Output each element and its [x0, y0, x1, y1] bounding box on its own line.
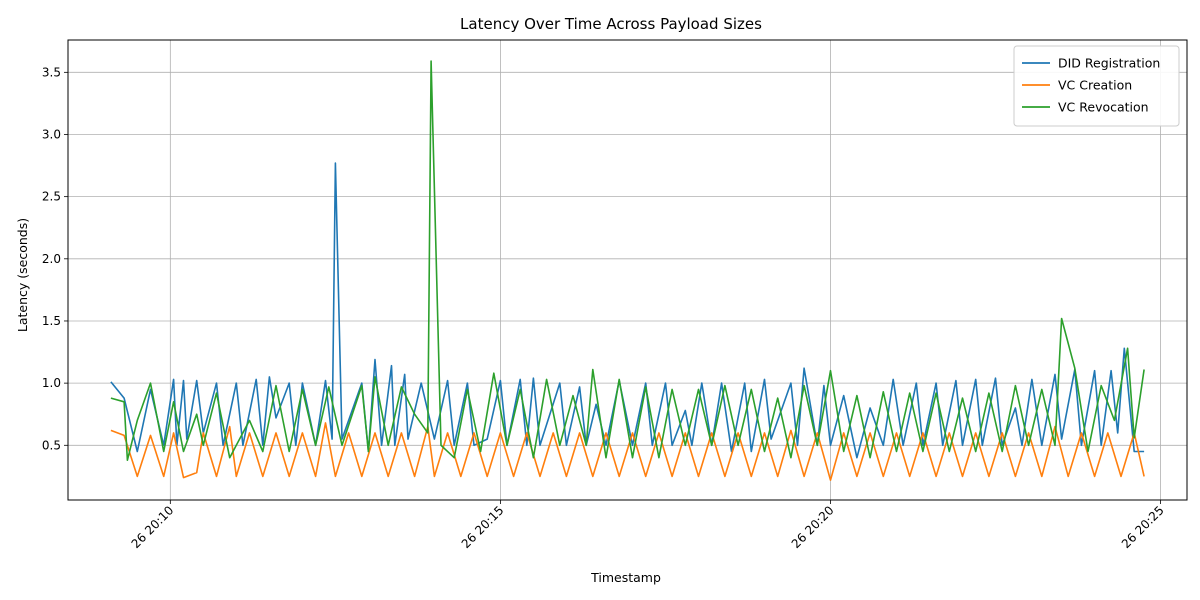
series-line-vc-revocation [110, 60, 1145, 461]
y-axis-title: Latency (seconds) [15, 218, 30, 332]
series-line-vc-creation [110, 422, 1145, 481]
x-tick-label: 26 20:25 [1119, 503, 1167, 551]
legend: DID Registration VC Creation VC Revocation [1013, 45, 1180, 127]
x-tick-label: 26 20:20 [789, 503, 837, 551]
plot-frame [67, 39, 1188, 501]
x-tick-label: 26 20:10 [129, 503, 177, 551]
legend-label: DID Registration [1058, 56, 1160, 71]
legend-box [1013, 45, 1180, 127]
y-tick-label: 0.5 [42, 438, 61, 452]
series-lines [110, 60, 1145, 481]
grid-lines [68, 40, 1187, 500]
x-tick-label: 26 20:15 [459, 503, 507, 551]
y-tick-label: 1.5 [42, 314, 61, 328]
x-axis-title: Timestamp [590, 570, 661, 585]
legend-label: VC Revocation [1058, 100, 1149, 115]
series-line-did-registration [110, 162, 1145, 459]
chart-title: Latency Over Time Across Payload Sizes [460, 15, 762, 33]
y-tick-label: 1.0 [42, 376, 61, 390]
x-axis-ticks: 26 20:10 26 20:15 26 20:20 26 20:25 [129, 500, 1167, 551]
y-axis-ticks: 0.5 1.0 1.5 2.0 2.5 3.0 3.5 [42, 65, 68, 452]
y-tick-label: 3.5 [42, 65, 61, 79]
legend-label: VC Creation [1058, 78, 1132, 93]
y-tick-label: 2.5 [42, 190, 61, 204]
y-tick-label: 3.0 [42, 127, 61, 141]
y-tick-label: 2.0 [42, 252, 61, 266]
